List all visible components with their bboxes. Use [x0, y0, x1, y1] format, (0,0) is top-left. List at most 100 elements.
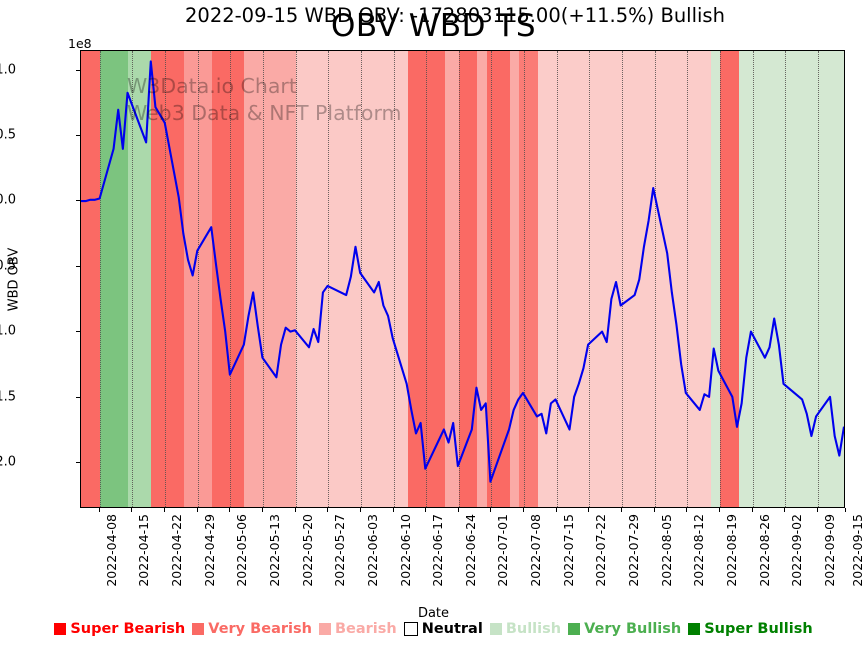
y-tick-label: −1.5 [0, 389, 16, 405]
x-tick-mark [457, 508, 459, 512]
legend-label: Very Bullish [584, 621, 682, 637]
x-tick-mark [621, 508, 623, 512]
y-axis-label-text: WBD OBV [6, 247, 22, 311]
x-tick-label: 2022-09-02 [789, 514, 805, 587]
x-tick-mark [131, 508, 133, 512]
x-tick-mark [98, 508, 100, 512]
x-tick-label: 2022-08-05 [658, 514, 674, 587]
x-tick-label: 2022-05-20 [299, 514, 315, 587]
y-tick-label: −0.5 [0, 258, 16, 274]
sentiment-band [183, 51, 212, 507]
series-layer [81, 60, 844, 483]
x-tick-label: 2022-05-06 [234, 514, 250, 587]
grid-line [99, 51, 101, 507]
legend-entry[interactable]: Super Bullish [688, 621, 813, 637]
x-tick-mark [163, 508, 165, 512]
grid-line [458, 51, 460, 507]
grid-line [556, 51, 558, 507]
x-tick-mark [588, 508, 590, 512]
sentiment-band [738, 51, 844, 507]
grid-line [426, 51, 428, 507]
legend-entry[interactable]: Bearish [318, 621, 397, 637]
x-tick-mark [392, 508, 394, 512]
legend-entry[interactable]: Super Bearish [54, 621, 185, 637]
grid-line [132, 51, 134, 507]
legend-swatch [403, 622, 418, 636]
x-tick-mark [686, 508, 688, 512]
sentiment-band-layer [81, 51, 844, 507]
x-tick-mark [784, 508, 786, 512]
legend-label: Super Bearish [70, 621, 186, 637]
x-tick-label: 2022-07-22 [593, 514, 609, 587]
x-tick-label: 2022-06-03 [364, 514, 380, 587]
legend-label: Neutral [421, 621, 483, 637]
x-tick-mark [425, 508, 427, 512]
x-tick-label: 2022-09-09 [822, 514, 837, 587]
legend: Super Bearish Very Bearish Bearish Neutral B… [0, 621, 867, 637]
x-axis-label: Date [417, 606, 450, 621]
sentiment-band [244, 51, 296, 507]
x-tick-mark [294, 508, 296, 512]
y-tick-mark [76, 135, 80, 137]
page-title: OBV WBD TS [330, 8, 537, 44]
sentiment-band [477, 51, 487, 507]
legend-entry[interactable]: Very Bearish [192, 621, 312, 637]
x-tick-label: 2022-05-27 [332, 514, 348, 587]
sentiment-band [458, 51, 478, 507]
grid-line [360, 51, 362, 507]
x-tick-label: 2022-08-26 [756, 514, 772, 587]
x-tick-label: 2022-07-01 [495, 514, 511, 587]
x-tick-label: 2022-05-13 [266, 514, 282, 587]
legend-swatch [688, 623, 701, 635]
x-tick-label: 2022-06-24 [462, 514, 478, 587]
x-tick-label: 2022-04-08 [103, 514, 119, 587]
legend-entry[interactable]: Bullish [489, 621, 561, 637]
sentiment-band [444, 51, 459, 507]
y-tick-mark [76, 200, 80, 202]
y-tick-label: −1.0 [0, 323, 16, 339]
legend-swatch [318, 623, 331, 635]
legend-label: Very Bearish [208, 621, 312, 637]
x-tick-mark [261, 508, 263, 512]
sentiment-band [538, 51, 711, 507]
grid-line [164, 51, 166, 507]
y-tick-mark [76, 396, 80, 398]
y-tick-mark [76, 265, 80, 267]
legend-swatch [54, 623, 67, 635]
legend-entry[interactable]: Neutral [403, 621, 483, 637]
x-tick-mark [719, 508, 721, 512]
sentiment-band [81, 51, 100, 507]
y-tick-label: −2.0 [0, 454, 16, 470]
grid-line [654, 51, 656, 507]
sentiment-band [510, 51, 520, 507]
grid-line [295, 51, 297, 507]
x-tick-label: 2022-08-19 [724, 514, 740, 587]
sentiment-band [99, 51, 128, 507]
x-tick-label: 2022-09-15 [850, 514, 865, 587]
sentiment-band [150, 51, 184, 507]
legend-label: Super Bullish [704, 621, 813, 637]
grid-line [622, 51, 624, 507]
x-tick-mark [845, 508, 846, 512]
grid-line [752, 51, 754, 507]
grid-line [524, 51, 526, 507]
sentiment-band [127, 51, 151, 507]
y-tick-mark [76, 69, 80, 71]
grid-line [720, 51, 722, 507]
y-tick-mark [76, 462, 80, 464]
y-axis-offset-label: 1e8 [68, 36, 92, 51]
latest-value-annotation: 2022-09-15 WBD OBV: -172803115.00(+11.5%… [185, 4, 725, 27]
grid-line [262, 51, 264, 507]
x-tick-label: 2022-04-15 [136, 514, 152, 587]
y-tick-label: 0.5 [0, 127, 16, 143]
x-tick-mark [359, 508, 361, 512]
y-tick-label: 0.0 [0, 192, 16, 208]
legend-entry[interactable]: Very Bullish [568, 621, 681, 637]
x-tick-mark [490, 508, 492, 512]
x-tick-mark [523, 508, 525, 512]
x-tick-label: 2022-06-10 [397, 514, 413, 587]
legend-swatch [568, 623, 581, 635]
sentiment-band [295, 51, 408, 507]
grid-line [197, 51, 199, 507]
